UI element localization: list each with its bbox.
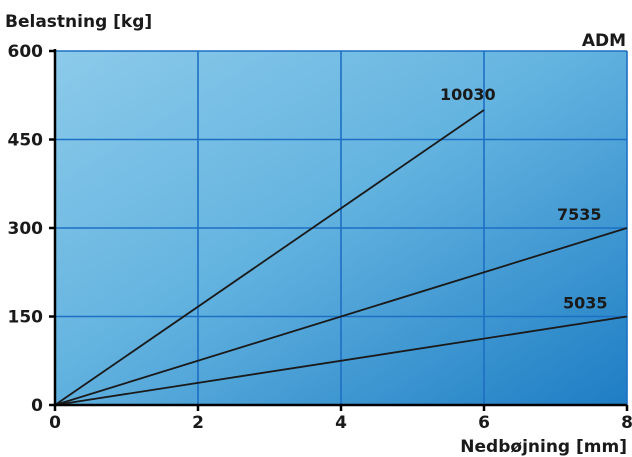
series-label-5035: 5035 [563,294,608,313]
y-tick-label: 150 [8,308,44,328]
series-line-5035 [54,315,628,406]
series-group: 10030 7535 5035 [54,85,628,406]
y-tick-label: 300 [8,219,44,239]
x-tick-label: 6 [478,413,490,433]
x-tick-label: 2 [192,413,204,433]
axes [49,49,629,411]
tick-labels: 0 2 4 6 8 0 150 300 450 600 [8,42,632,433]
series-line-10030 [54,109,485,406]
y-tick-label: 450 [8,131,44,151]
x-tick-label: 8 [621,413,632,433]
series-line-7535 [54,227,628,406]
y-tick-label: 600 [8,42,44,62]
y-tick-label: 0 [31,396,43,416]
x-axis-label: Nedbøjning [mm] [460,437,627,457]
y-axis-label: Belastning [kg] [5,12,152,32]
x-tick-label: 0 [49,413,61,433]
series-label-7535: 7535 [557,205,602,224]
x-tick-label: 4 [335,413,347,433]
series-label-10030: 10030 [440,85,496,104]
brand-label: ADM [582,31,626,51]
